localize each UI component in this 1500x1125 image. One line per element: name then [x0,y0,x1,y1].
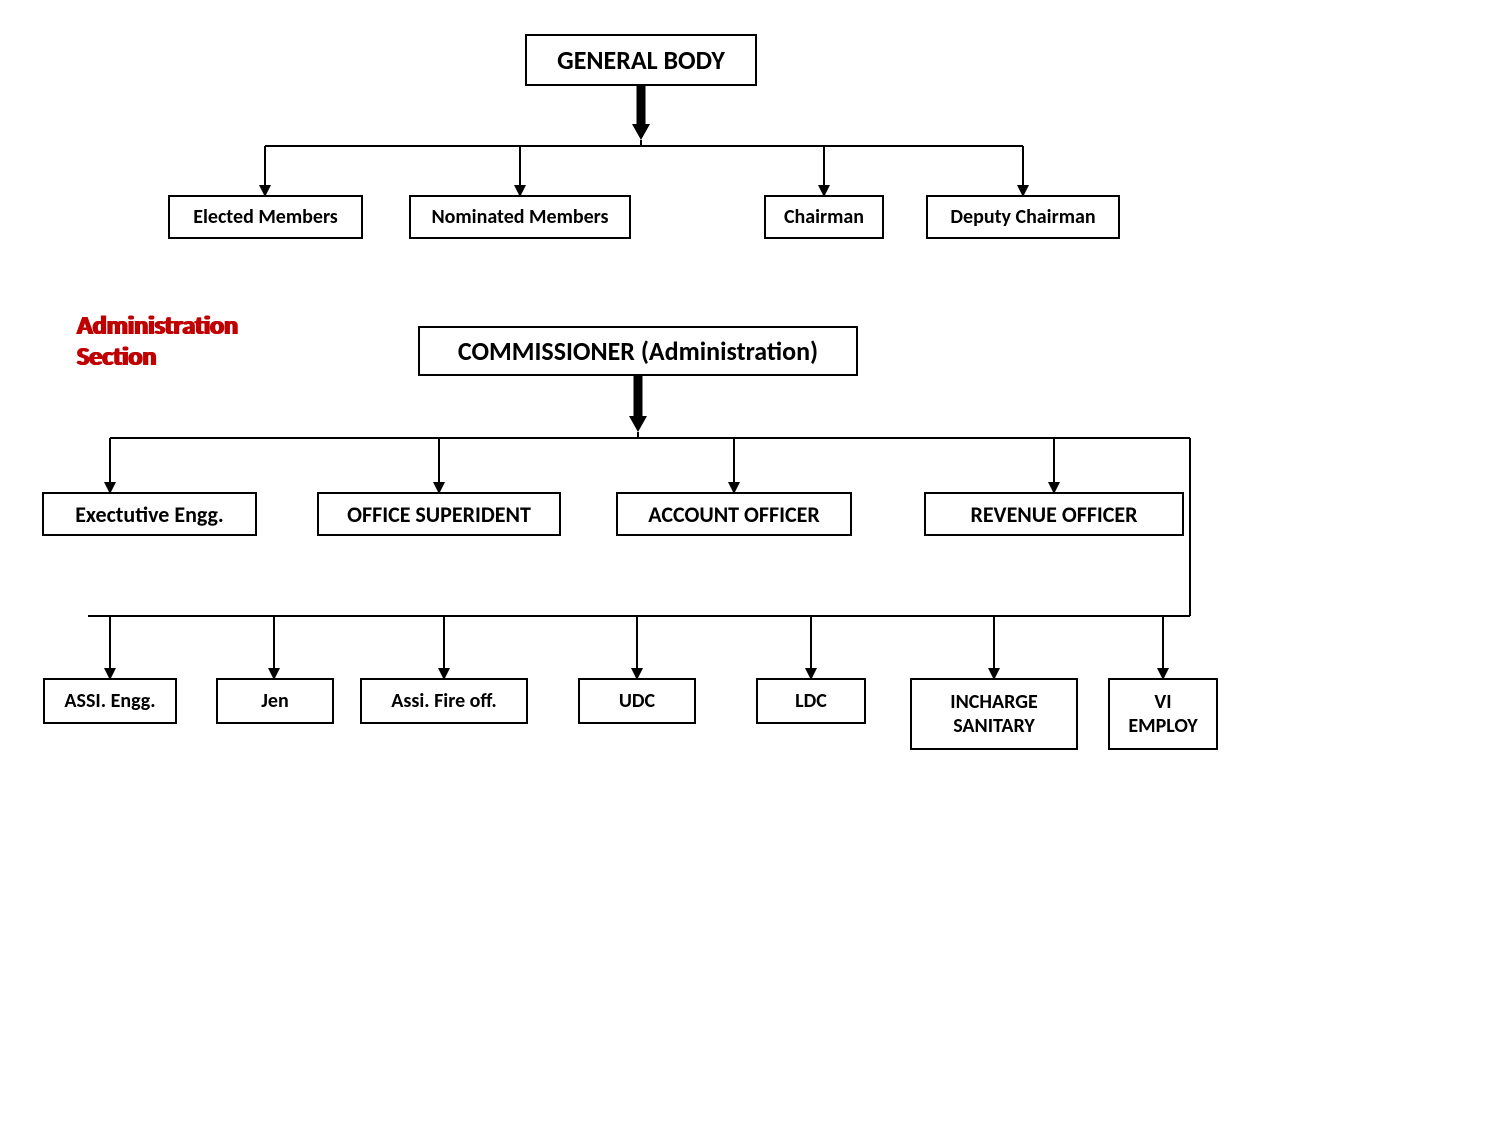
node-label: ASSI. Engg. [64,689,155,713]
node-ldc: LDC [756,678,866,724]
node-label: Assi. Fire off. [391,689,496,713]
section-label-line2: Section [77,340,156,372]
node-label: OFFICE SUPERIDENT [347,501,531,528]
node-general-body: GENERAL BODY [525,34,757,86]
node-commissioner: COMMISSIONER (Administration) [418,326,858,376]
node-label: VI EMPLOY [1118,690,1208,738]
node-label: Chairman [784,205,864,229]
node-elected: Elected Members [168,195,363,239]
node-label: GENERAL BODY [557,44,725,76]
node-exec-engg: Exectutive Engg. [42,492,257,536]
node-udc: UDC [578,678,696,724]
node-label: Exectutive Engg. [75,501,224,528]
node-jen: Jen [216,678,334,724]
node-label: Elected Members [193,205,338,229]
node-label: COMMISSIONER (Administration) [458,335,818,367]
node-label: UDC [619,689,655,713]
node-assi-engg: ASSI. Engg. [43,678,177,724]
section-label-line1: Administration [77,309,238,341]
node-chairman: Chairman [764,195,884,239]
node-label: Deputy Chairman [950,205,1095,229]
node-label: INCHARGE SANITARY [920,690,1068,738]
node-office-sup: OFFICE SUPERIDENT [317,492,561,536]
node-label: LDC [795,689,827,713]
section-label: Administration Section [77,310,238,372]
connector-lines [0,0,1500,1125]
node-label: REVENUE OFFICER [970,501,1137,528]
node-nominated: Nominated Members [409,195,631,239]
node-label: ACCOUNT OFFICER [648,501,820,528]
node-incharge-san: INCHARGE SANITARY [910,678,1078,750]
node-label: Jen [261,689,288,713]
node-dep-chairman: Deputy Chairman [926,195,1120,239]
node-revenue-off: REVENUE OFFICER [924,492,1184,536]
node-account-off: ACCOUNT OFFICER [616,492,852,536]
node-vi-employ: VI EMPLOY [1108,678,1218,750]
node-label: Nominated Members [431,205,608,229]
node-assi-fire: Assi. Fire off. [360,678,528,724]
